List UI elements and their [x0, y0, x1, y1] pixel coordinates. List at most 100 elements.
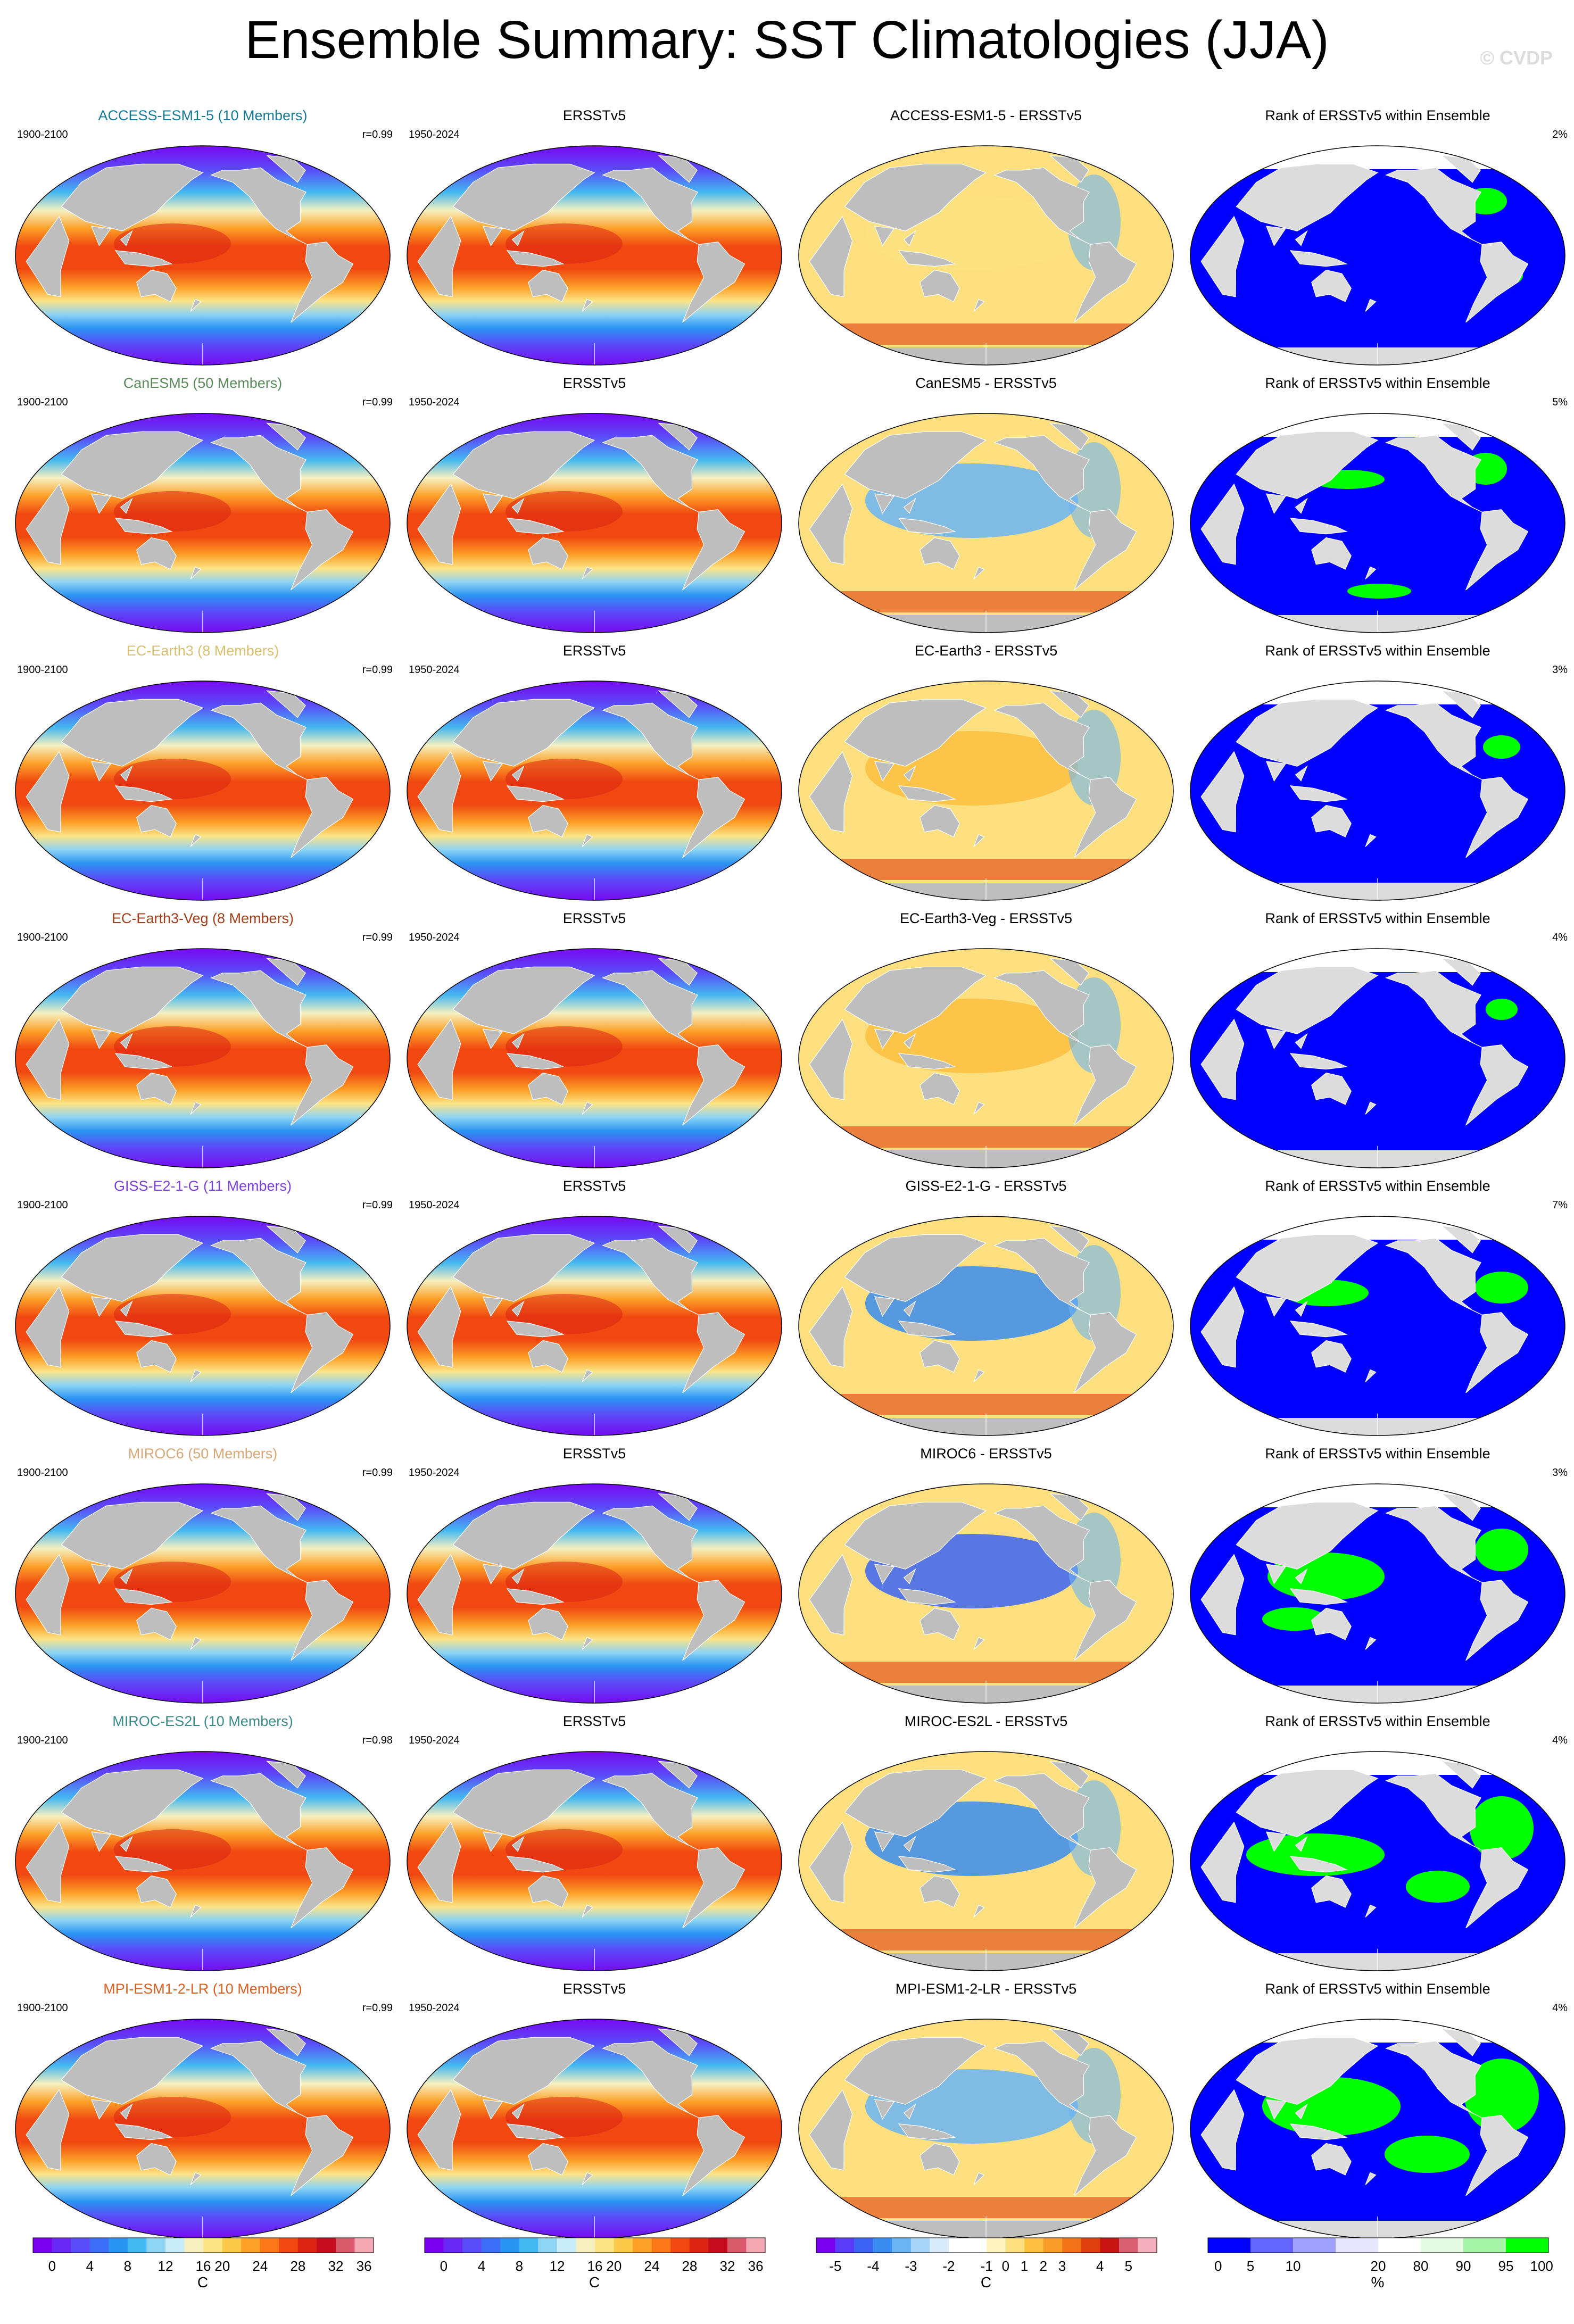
diff-colorbar-graphic: -5 -4 -3 -2 -1 0 1 2 3 4 5	[816, 2237, 1157, 2274]
model-panel-title: GISS-E2-1-G (11 Members)	[113, 1178, 292, 1194]
sst-colorbar-graphic: 0 4 8 12 16 20 24 28 32 36	[32, 2237, 374, 2274]
colorbar-outline	[1207, 2237, 1549, 2253]
colorbar-swatch	[165, 2238, 185, 2253]
colorbar-outline	[424, 2237, 766, 2253]
diff-panel-title: ACCESS-ESM1-5 - ERSSTv5	[890, 107, 1082, 123]
diff-panel: MPI-ESM1-2-LR - ERSSTv5	[790, 1980, 1182, 2248]
obs-panel-title: ERSSTv5	[562, 1713, 626, 1729]
colorbar-swatch	[1005, 2238, 1025, 2253]
model-panel-correlation: r=0.99	[362, 1199, 393, 1211]
diff-colorbar: -5 -4 -3 -2 -1 0 1 2 3 4 5 C	[790, 2232, 1182, 2296]
colorbar-tick-label: 0	[1214, 2258, 1222, 2274]
colorbar-swatch	[538, 2238, 558, 2253]
rank-panel-rank-percent: 5%	[1552, 396, 1568, 408]
model-panel-correlation: r=0.99	[362, 2002, 393, 2014]
colorbar-swatch	[109, 2238, 128, 2253]
diff-panel: GISS-E2-1-G - ERSSTv5	[790, 1177, 1182, 1446]
colorbar-tick-label: 36	[357, 2258, 372, 2274]
colorbar-tick-label: -1	[980, 2258, 992, 2274]
colorbar-swatch	[1506, 2238, 1549, 2253]
colorbar-swatch	[279, 2238, 299, 2253]
colorbar-tick-label: 20	[214, 2258, 230, 2274]
rank-map	[1190, 2019, 1565, 2239]
colorbar-swatch	[1062, 2238, 1082, 2253]
model-panel-period: 1900-2100	[17, 1734, 68, 1746]
sst-map	[407, 413, 782, 633]
rank-map	[1190, 680, 1565, 901]
colorbar-tick-label: 16	[196, 2258, 211, 2274]
colorbar-tick-label: 4	[86, 2258, 94, 2274]
colorbar-tick-label: 80	[1413, 2258, 1429, 2274]
colorbar-swatch	[260, 2238, 279, 2253]
diff-map	[798, 413, 1174, 633]
colorbar-swatch	[127, 2238, 147, 2253]
sst-map	[407, 1216, 782, 1436]
sst-map	[15, 145, 391, 366]
colorbar-tick-label: 16	[587, 2258, 603, 2274]
rank-panel-title: Rank of ERSSTv5 within Ensemble	[1265, 1446, 1490, 1462]
colorbar-tick-label: 10	[1286, 2258, 1301, 2274]
colorbar-tick-label: 12	[549, 2258, 565, 2274]
model-panel-correlation: r=0.99	[362, 396, 393, 408]
colorbar-swatch	[576, 2238, 595, 2253]
model-panel-correlation: r=0.99	[362, 1467, 393, 1479]
colorbar-swatch	[746, 2238, 766, 2253]
colorbar-swatch	[335, 2238, 355, 2253]
colorbar-tick-label: -3	[905, 2258, 917, 2274]
model-panel-title: EC-Earth3-Veg (8 Members)	[111, 910, 294, 926]
cvdp-watermark: © CVDP	[1480, 47, 1553, 69]
obs-panel: ERSSTv5 1950-2024	[398, 909, 791, 1178]
rank-map	[1190, 1483, 1565, 1704]
rank-map	[1190, 1216, 1565, 1436]
colorbar-tick-label: 0	[440, 2258, 448, 2274]
diff-map	[798, 1216, 1174, 1436]
sst-map	[15, 2019, 391, 2239]
colorbar-swatch	[930, 2238, 949, 2253]
colorbar-swatch	[33, 2238, 53, 2253]
sst-map	[15, 1751, 391, 1971]
colorbar-swatch	[910, 2238, 930, 2253]
sst-map	[15, 1483, 391, 1704]
diff-panel: MIROC6 - ERSSTv5	[790, 1445, 1182, 1713]
diff-panel: ACCESS-ESM1-5 - ERSSTv5	[790, 106, 1182, 375]
sst-map	[15, 680, 391, 901]
obs-panel-title: ERSSTv5	[562, 1981, 626, 1997]
colorbar-tick-label: 95	[1498, 2258, 1514, 2274]
colorbar-tick-label: 5	[1125, 2258, 1132, 2274]
colorbar-swatch	[1081, 2238, 1100, 2253]
colorbar-tick-label: 12	[158, 2258, 173, 2274]
model-panel-title: MPI-ESM1-2-LR (10 Members)	[103, 1981, 302, 1997]
colorbar-swatch	[52, 2238, 71, 2253]
obs-sst-colorbar: 0 4 8 12 16 20 24 28 32 36 C	[398, 2232, 791, 2296]
rank-colorbar-graphic: 0 5 10 20 80 90 95 100	[1207, 2237, 1553, 2274]
sst-map	[407, 948, 782, 1168]
colorbar-tick-label: 8	[516, 2258, 523, 2274]
colorbar-tick-label: 4	[1096, 2258, 1104, 2274]
colorbar-tick-label: -5	[829, 2258, 841, 2274]
colorbar-swatch	[443, 2238, 463, 2253]
diff-map	[798, 948, 1174, 1168]
obs-panel-period: 1950-2024	[409, 2002, 460, 2014]
colorbar-swatch	[816, 2238, 836, 2253]
rank-panel-rank-percent: 3%	[1552, 664, 1568, 676]
colorbar-swatch	[1100, 2238, 1120, 2253]
sst-colorbar-unit: C	[197, 2274, 209, 2290]
diff-map	[798, 1483, 1174, 1704]
colorbar-swatch	[354, 2238, 374, 2253]
model-panel: EC-Earth3-Veg (8 Members) 1900-2100 r=0.99	[6, 909, 399, 1178]
colorbar-swatch	[184, 2238, 204, 2253]
colorbar-swatch	[1336, 2238, 1379, 2253]
obs-sst-colorbar-unit: C	[589, 2274, 600, 2290]
colorbar-swatch	[689, 2238, 709, 2253]
obs-panel: ERSSTv5 1950-2024	[398, 374, 791, 643]
model-panel: MPI-ESM1-2-LR (10 Members) 1900-2100 r=0.9…	[6, 1980, 399, 2248]
obs-panel-period: 1950-2024	[409, 396, 460, 408]
colorbar-swatch	[948, 2238, 968, 2253]
model-panel: CanESM5 (50 Members) 1900-2100 r=0.99	[6, 374, 399, 643]
rank-panel-title: Rank of ERSSTv5 within Ensemble	[1265, 107, 1490, 123]
colorbar-swatch	[1463, 2238, 1506, 2253]
colorbar-tick-label: 28	[290, 2258, 305, 2274]
diff-colorbar-unit: C	[980, 2274, 992, 2290]
model-panel-correlation: r=0.98	[362, 1734, 393, 1746]
model-panel-title: CanESM5 (50 Members)	[123, 375, 283, 391]
